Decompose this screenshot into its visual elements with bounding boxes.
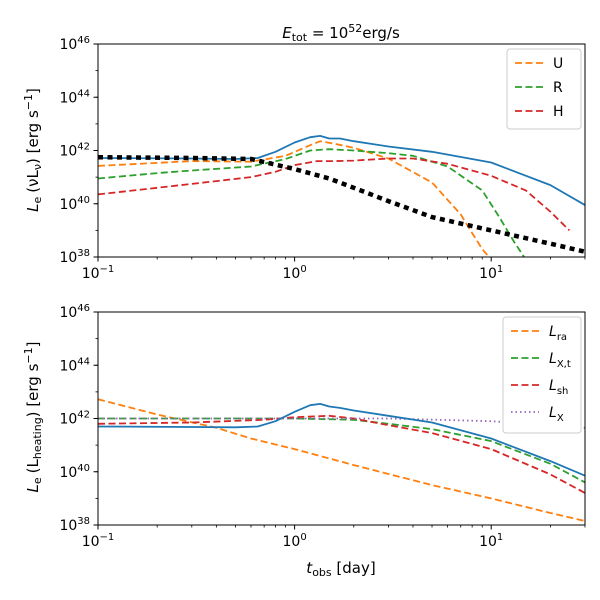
bottom-xlabel: tobs [day]	[306, 559, 375, 579]
y-tick-label: 1040	[59, 463, 90, 481]
legend-box	[506, 48, 582, 130]
legend-label: LX	[549, 405, 564, 424]
y-tick-label: 1038	[59, 516, 90, 534]
series-line-r	[98, 148, 526, 257]
top-title: Etot = 1052erg/s	[282, 22, 400, 44]
y-tick-label: 1040	[59, 195, 90, 213]
series-line-total	[98, 402, 585, 477]
legend-box	[502, 316, 582, 434]
y-tick-label: 1044	[59, 356, 90, 374]
series-line-total	[98, 134, 585, 206]
legend-label: Lra	[549, 324, 567, 343]
series-line-u	[98, 140, 491, 257]
x-tick-label: 100	[282, 264, 306, 282]
legend-label: R	[553, 80, 563, 96]
series-line-l-x-t	[98, 417, 585, 484]
x-tick-label: 10−1	[82, 532, 115, 550]
y-tick-label: 1042	[59, 410, 90, 428]
legend-label: Lsh	[549, 378, 568, 397]
y-tick-label: 1046	[59, 35, 90, 53]
x-tick-label: 10−1	[82, 264, 115, 282]
legend-label: LX,t	[549, 351, 571, 370]
series-line-l-ra	[98, 398, 585, 522]
x-tick-label: 100	[282, 532, 306, 550]
y-tick-label: 1038	[59, 248, 90, 266]
top-panel: 10−1 100 101 1038 1040 1042 1044 1046 URH	[59, 35, 586, 282]
y-tick-label: 1044	[59, 88, 90, 106]
series-line-l-sh	[98, 414, 585, 494]
top-ylabel: Le(νLν) [erg s−1]	[22, 88, 44, 212]
bottom-panel: 10−1 100 101 1038 1040 1042 1044 1046 Lra LX,t Lsh…	[59, 303, 586, 550]
series-line-black-dotted	[98, 154, 585, 254]
y-tick-label: 1042	[59, 142, 90, 160]
x-tick-label: 101	[479, 264, 503, 282]
bottom-ylabel: Le(Lheating) [erg s−1]	[22, 342, 44, 493]
x-tick-label: 101	[479, 532, 503, 550]
y-tick-label: 1046	[59, 303, 90, 321]
legend-label: U	[553, 56, 563, 72]
series-line-l-x	[98, 417, 585, 429]
legend-label: H	[553, 104, 564, 120]
series-line-h	[98, 157, 571, 232]
